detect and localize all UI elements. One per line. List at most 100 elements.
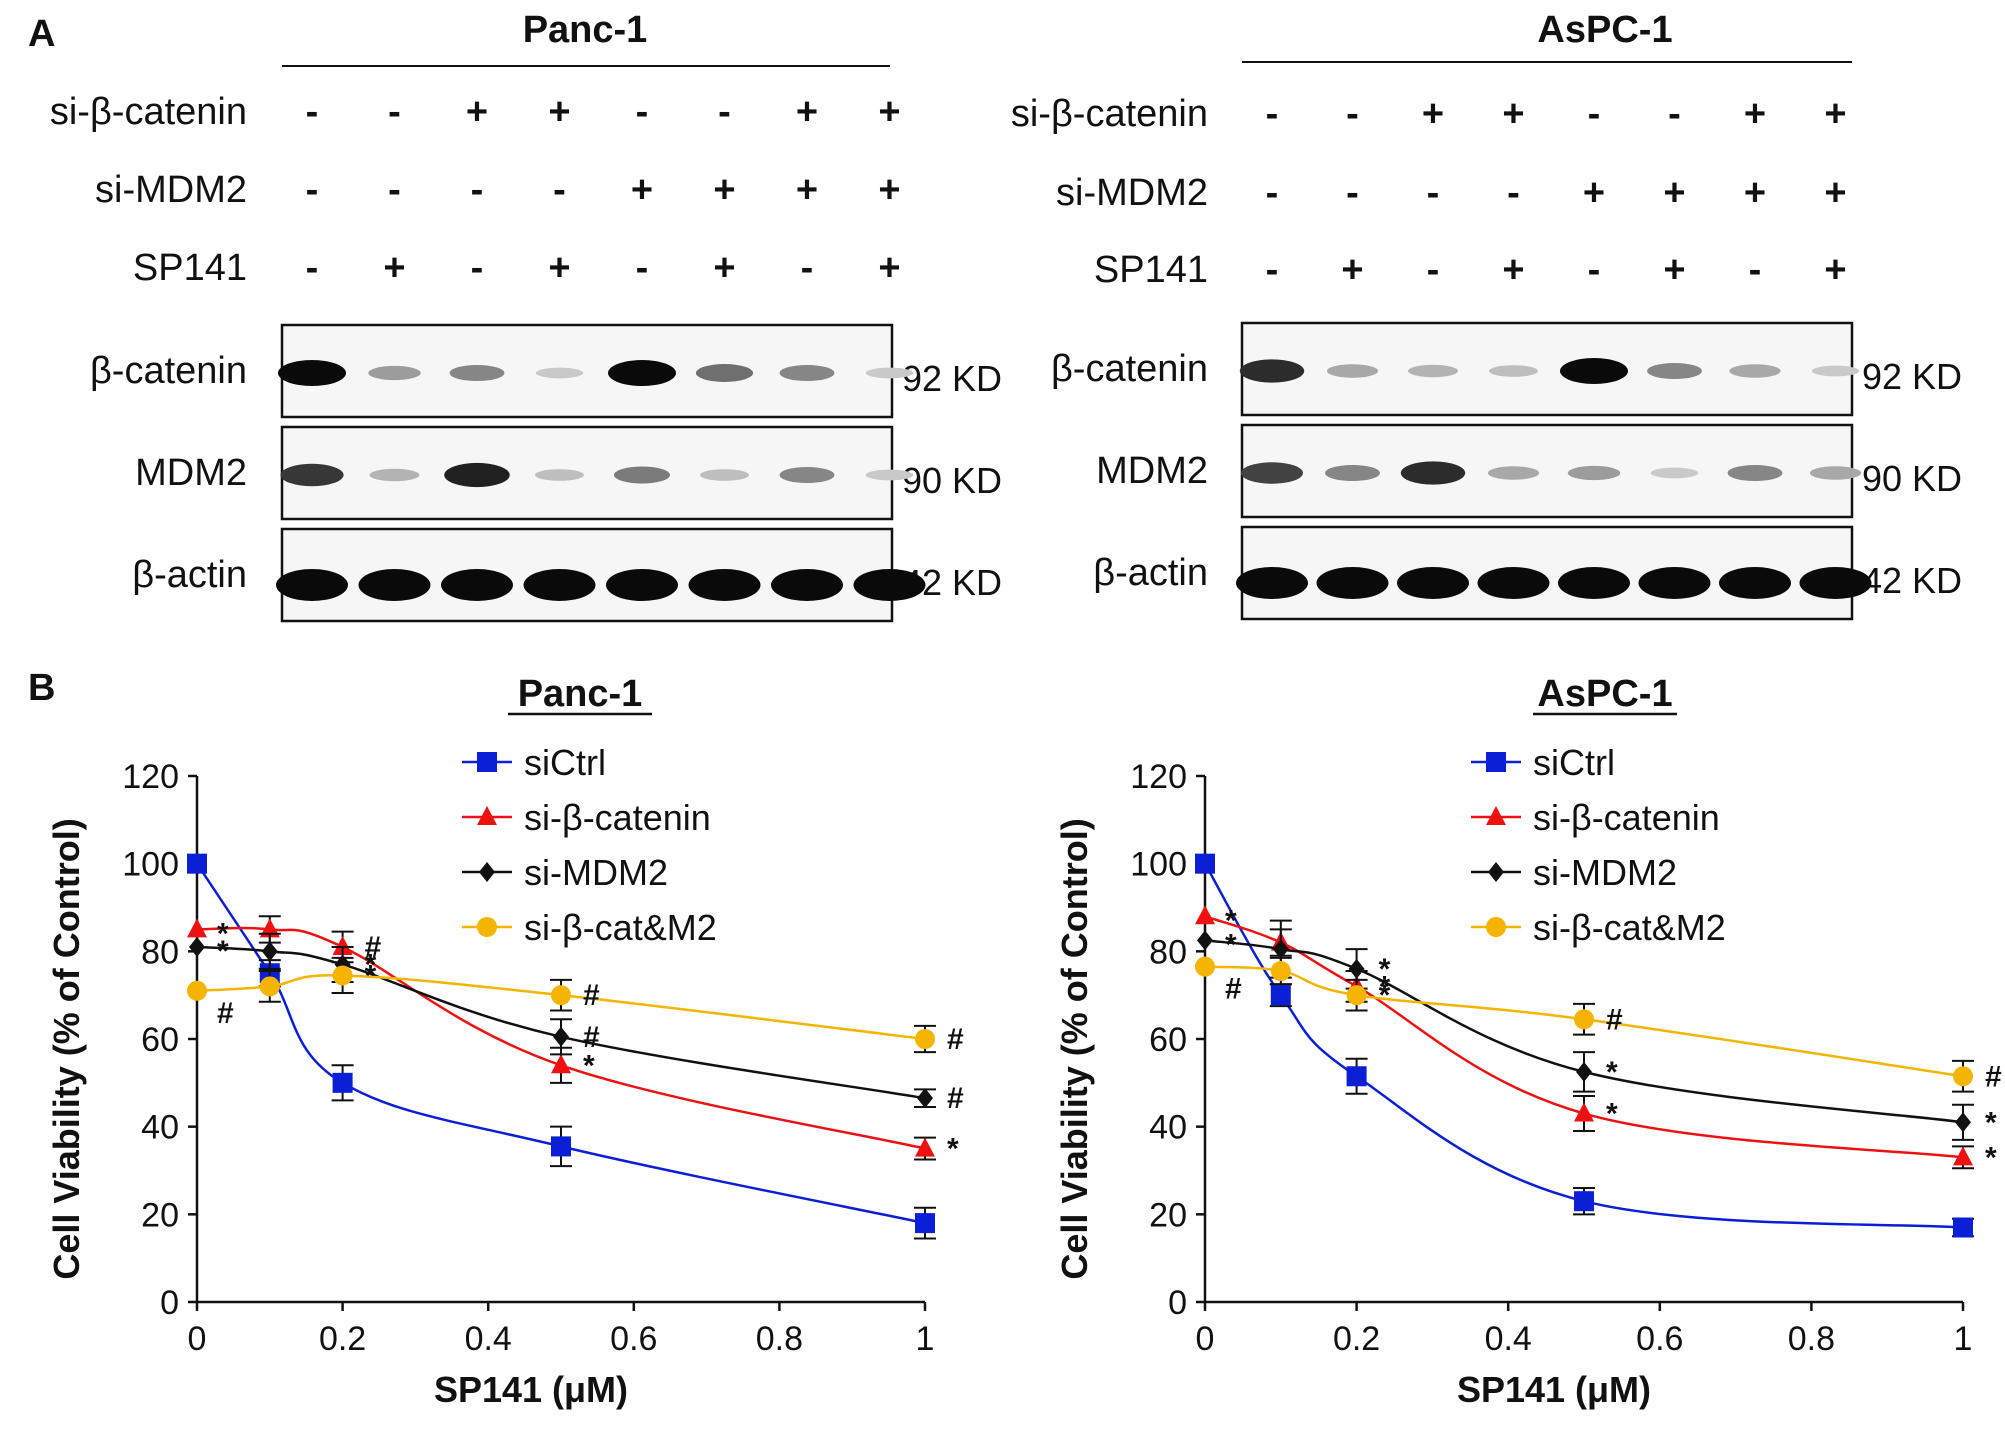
legend-label: si-β-catenin (524, 797, 711, 838)
blot-band (1638, 567, 1711, 599)
treatment-sign: + (878, 247, 900, 289)
x-tick-label: 0.2 (319, 1320, 366, 1358)
treatment-sign: - (553, 169, 566, 211)
treatment-sign: - (1507, 172, 1520, 214)
treatment-sign: - (636, 91, 649, 133)
y-tick-label: 120 (1130, 758, 1187, 796)
treatment-sign: - (1749, 249, 1762, 291)
x-tick-label: 0 (1196, 1320, 1215, 1358)
blot-band (1239, 359, 1305, 383)
treatment-sign: - (388, 91, 401, 133)
panel-a-label: A (28, 13, 55, 55)
legend-label: si-β-cat&M2 (524, 907, 717, 948)
blot-band (865, 469, 914, 481)
data-point (1270, 961, 1291, 982)
treatment-sign: - (306, 91, 319, 133)
data-point (1272, 939, 1289, 960)
blot-protein-label: β-actin (1093, 552, 1208, 594)
data-point (332, 1072, 353, 1093)
significance-mark: # (947, 1082, 964, 1115)
treatment-label: SP141 (1094, 249, 1208, 291)
treatment-sign: - (1588, 93, 1601, 135)
y-tick-label: 40 (141, 1109, 179, 1147)
data-point (259, 976, 280, 997)
blot-band (368, 365, 421, 381)
western-blot-panc1: Panc-1 si-β-catenin - - + + - - + + si-MDM2 - - - - + + +… (50, 9, 1002, 623)
blot-band (280, 463, 344, 487)
blot-band (523, 569, 596, 601)
legend-marker (477, 806, 497, 825)
y-axis-label: Cell Viability (% of Control) (46, 818, 87, 1279)
treatment-sign: + (878, 169, 900, 211)
blot-band (1487, 466, 1540, 480)
blot-band (1236, 567, 1308, 599)
treatment-sign: - (1427, 172, 1440, 214)
blot-band (1326, 364, 1379, 378)
y-tick-label: 60 (1149, 1021, 1187, 1059)
chart-title: AsPC-1 (1537, 673, 1672, 715)
blot-band (1400, 461, 1466, 485)
blot-band (449, 364, 505, 382)
y-tick-label: 20 (1149, 1196, 1187, 1234)
blot-band (278, 360, 346, 386)
blot-protein-label: MDM2 (1096, 450, 1208, 492)
series-line (195, 862, 926, 1225)
blot-band (1397, 567, 1469, 599)
treatment-sign: - (1588, 249, 1601, 291)
blot-band (700, 469, 749, 481)
treatment-sign: - (1427, 249, 1440, 291)
blot-band (276, 569, 348, 601)
data-point (1346, 1066, 1367, 1087)
legend-label: si-β-catenin (1533, 797, 1720, 838)
treatment-label: si-MDM2 (95, 169, 247, 211)
legend-label: si-MDM2 (524, 852, 668, 893)
blot-band (441, 569, 513, 601)
treatment-sign: + (1744, 93, 1766, 135)
treatment-sign: + (548, 91, 570, 133)
blot-band (614, 466, 670, 484)
data-point (917, 1088, 933, 1109)
x-tick-label: 0 (188, 1320, 207, 1358)
viability-chart-panc1: Panc-1 0 20 40 60 80 100 120 0 0.2 0.4 0.6 0.8 1 SP141… (46, 673, 964, 1410)
data-point (1574, 1009, 1594, 1030)
blot-band (1729, 364, 1781, 378)
data-point (187, 853, 207, 874)
blot-band (358, 569, 431, 601)
x-tick-label: 1 (916, 1320, 935, 1358)
significance-mark: * (1606, 1056, 1618, 1089)
y-tick-label: 80 (141, 933, 179, 971)
blot-size-label: 92 KD (1862, 356, 1962, 397)
blot-band (1325, 464, 1380, 482)
blot-band (535, 367, 584, 379)
blot-size-label: 90 KD (1862, 458, 1962, 499)
blot-band (1647, 362, 1702, 380)
blot-band (771, 569, 843, 601)
x-tick-label: 0.4 (465, 1320, 512, 1358)
treatment-sign: + (713, 247, 735, 289)
y-tick-label: 60 (141, 1021, 179, 1059)
treatment-sign: + (1744, 172, 1766, 214)
blot-band (1241, 462, 1303, 484)
significance-mark: * (1606, 1098, 1618, 1131)
data-point (1953, 1066, 1973, 1087)
significance-mark: # (217, 997, 234, 1030)
treatment-sign: - (471, 169, 484, 211)
data-point (1348, 958, 1365, 979)
significance-mark: # (1606, 1003, 1623, 1036)
data-point (915, 1029, 935, 1049)
data-point (1195, 905, 1215, 925)
data-point (1953, 1217, 1973, 1238)
x-tick-label: 0.8 (1788, 1320, 1835, 1358)
blot-band (1567, 465, 1621, 481)
significance-mark: * (1225, 928, 1237, 961)
significance-mark: * (217, 935, 229, 968)
legend-label: siCtrl (1533, 742, 1615, 783)
x-tick-label: 0.8 (756, 1320, 803, 1358)
treatment-sign: + (1824, 172, 1846, 214)
treatment-sign: + (1824, 249, 1846, 291)
legend-marker (479, 862, 495, 882)
treatment-sign: + (1502, 249, 1524, 291)
treatment-sign: - (1266, 172, 1279, 214)
x-axis-label: SP141 (μM) (1457, 1369, 1651, 1410)
